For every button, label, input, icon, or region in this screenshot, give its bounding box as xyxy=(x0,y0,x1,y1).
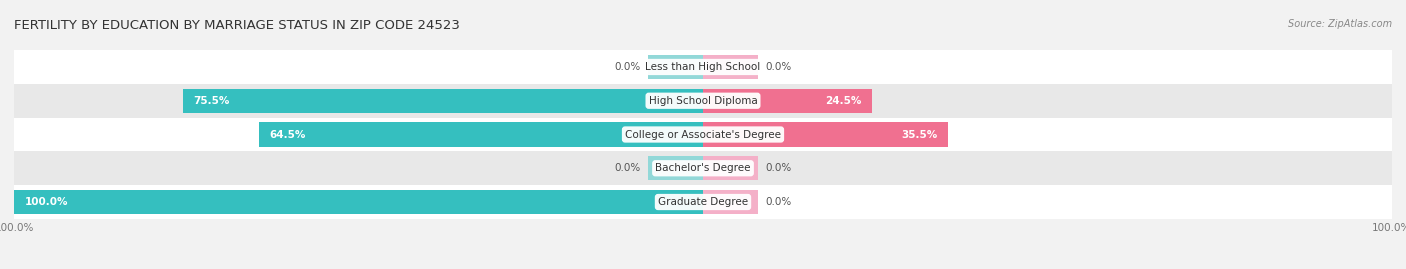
Text: 64.5%: 64.5% xyxy=(269,129,305,140)
Bar xyxy=(183,89,703,113)
Text: Source: ZipAtlas.com: Source: ZipAtlas.com xyxy=(1288,19,1392,29)
Text: 0.0%: 0.0% xyxy=(765,163,792,173)
Text: 24.5%: 24.5% xyxy=(825,96,862,106)
Text: 35.5%: 35.5% xyxy=(901,129,938,140)
Bar xyxy=(703,190,758,214)
Text: Graduate Degree: Graduate Degree xyxy=(658,197,748,207)
Bar xyxy=(14,190,703,214)
Bar xyxy=(648,156,703,180)
Text: High School Diploma: High School Diploma xyxy=(648,96,758,106)
Text: Bachelor's Degree: Bachelor's Degree xyxy=(655,163,751,173)
Bar xyxy=(14,151,1392,185)
Bar xyxy=(259,122,703,147)
Text: 0.0%: 0.0% xyxy=(614,163,641,173)
Bar xyxy=(14,185,1392,219)
Text: FERTILITY BY EDUCATION BY MARRIAGE STATUS IN ZIP CODE 24523: FERTILITY BY EDUCATION BY MARRIAGE STATU… xyxy=(14,19,460,32)
Text: 0.0%: 0.0% xyxy=(765,197,792,207)
Text: 0.0%: 0.0% xyxy=(765,62,792,72)
Bar xyxy=(703,122,948,147)
Text: Less than High School: Less than High School xyxy=(645,62,761,72)
Text: College or Associate's Degree: College or Associate's Degree xyxy=(626,129,780,140)
Bar xyxy=(703,156,758,180)
Text: 75.5%: 75.5% xyxy=(193,96,229,106)
Bar xyxy=(14,50,1392,84)
Bar xyxy=(648,55,703,79)
Bar xyxy=(14,84,1392,118)
Text: 100.0%: 100.0% xyxy=(24,197,67,207)
Bar xyxy=(703,89,872,113)
Bar xyxy=(14,118,1392,151)
Bar xyxy=(703,55,758,79)
Text: 0.0%: 0.0% xyxy=(614,62,641,72)
